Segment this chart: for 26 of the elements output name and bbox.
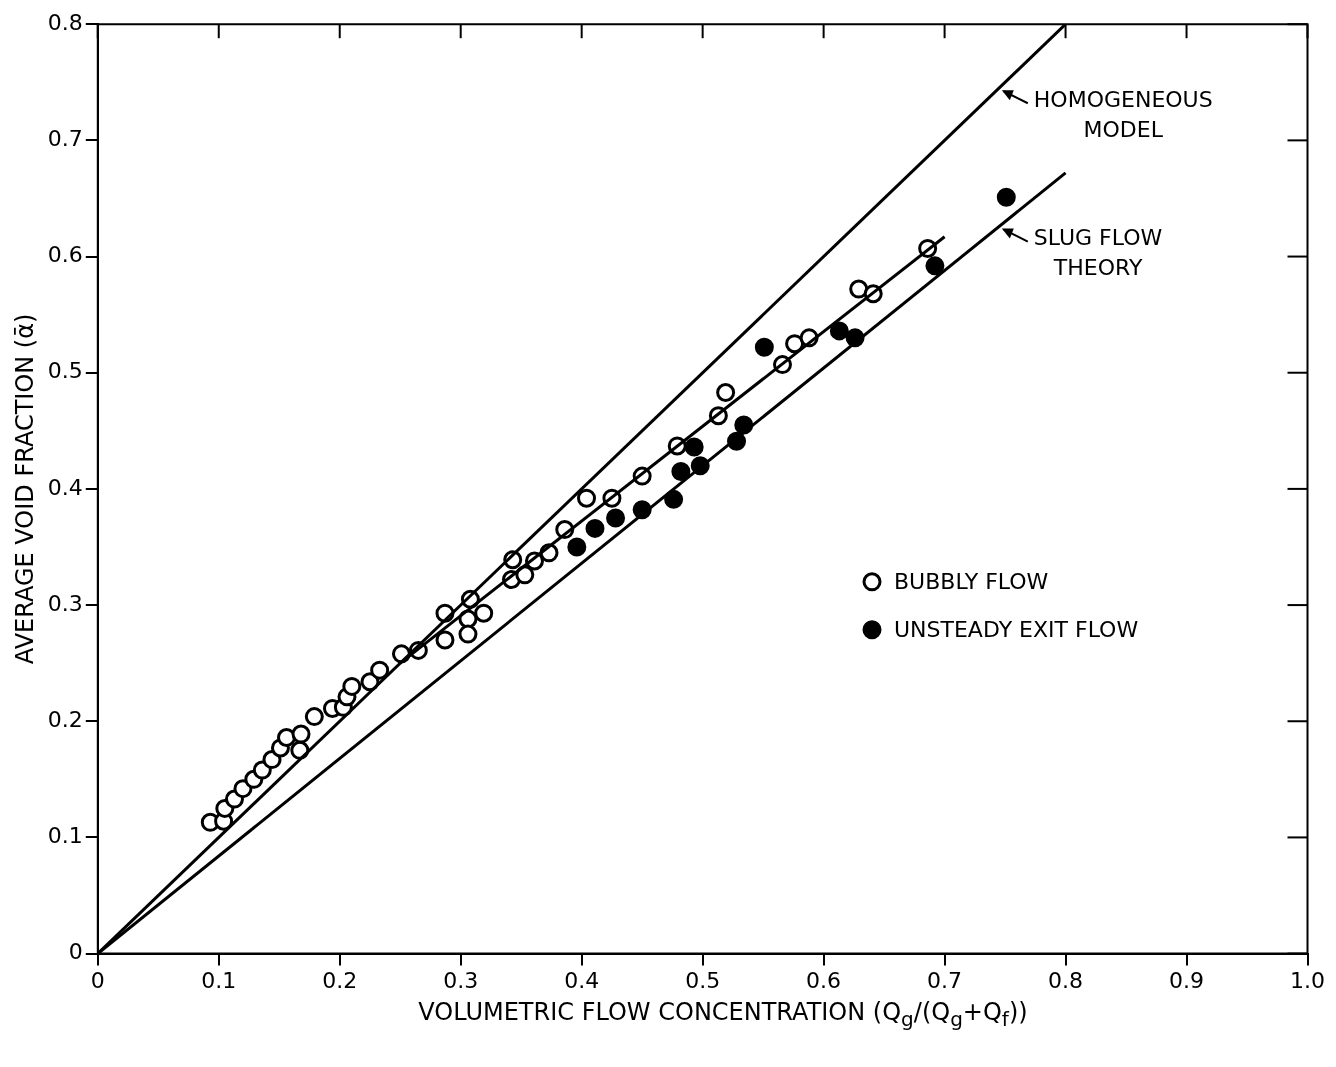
y-tick-label: 0.6 — [47, 242, 83, 268]
x-tick-label: 0.9 — [1169, 967, 1205, 993]
y-tick-label: 0.7 — [47, 126, 83, 152]
x-tick-label: 0.8 — [1048, 967, 1084, 993]
legend-label: HOMOGENEOUS MODEL — [1033, 86, 1213, 142]
x-tick-label: 0.5 — [685, 967, 721, 993]
x-tick-label: 1.0 — [1290, 967, 1326, 993]
y-tick-label: 0.8 — [47, 9, 83, 35]
x-axis-title: VOLUMETRIC FLOW CONCENTRATION (Q$_{g}$/(Q$_{g}$+Q$_{f}$)) — [417, 998, 1029, 1031]
y-tick-label: 0.2 — [47, 706, 83, 732]
y-tick-label: 0.3 — [47, 590, 83, 616]
x-tick-label: 0 — [90, 967, 105, 993]
legend-label: UNSTEADY EXIT FLOW — [894, 616, 1139, 642]
y-tick-label: 0.5 — [47, 358, 83, 384]
x-tick-label: 0.7 — [927, 967, 963, 993]
x-tick-label: 0.6 — [806, 967, 842, 993]
y-axis-title: AVERAGE VOID FRACTION (ᾱ) — [10, 313, 39, 665]
y-tick-label: 0 — [68, 939, 83, 965]
x-tick-label: 0.3 — [443, 967, 479, 993]
legend-label: SLUG FLOW THEORY — [1033, 225, 1163, 281]
x-tick-label: 0.4 — [564, 967, 600, 993]
x-tick-label: 0.1 — [201, 967, 237, 993]
x-tick-label: 0.2 — [322, 967, 358, 993]
legend-label: BUBBLY FLOW — [894, 568, 1049, 594]
y-tick-label: 0.1 — [47, 823, 83, 849]
y-tick-label: 0.4 — [47, 474, 83, 500]
